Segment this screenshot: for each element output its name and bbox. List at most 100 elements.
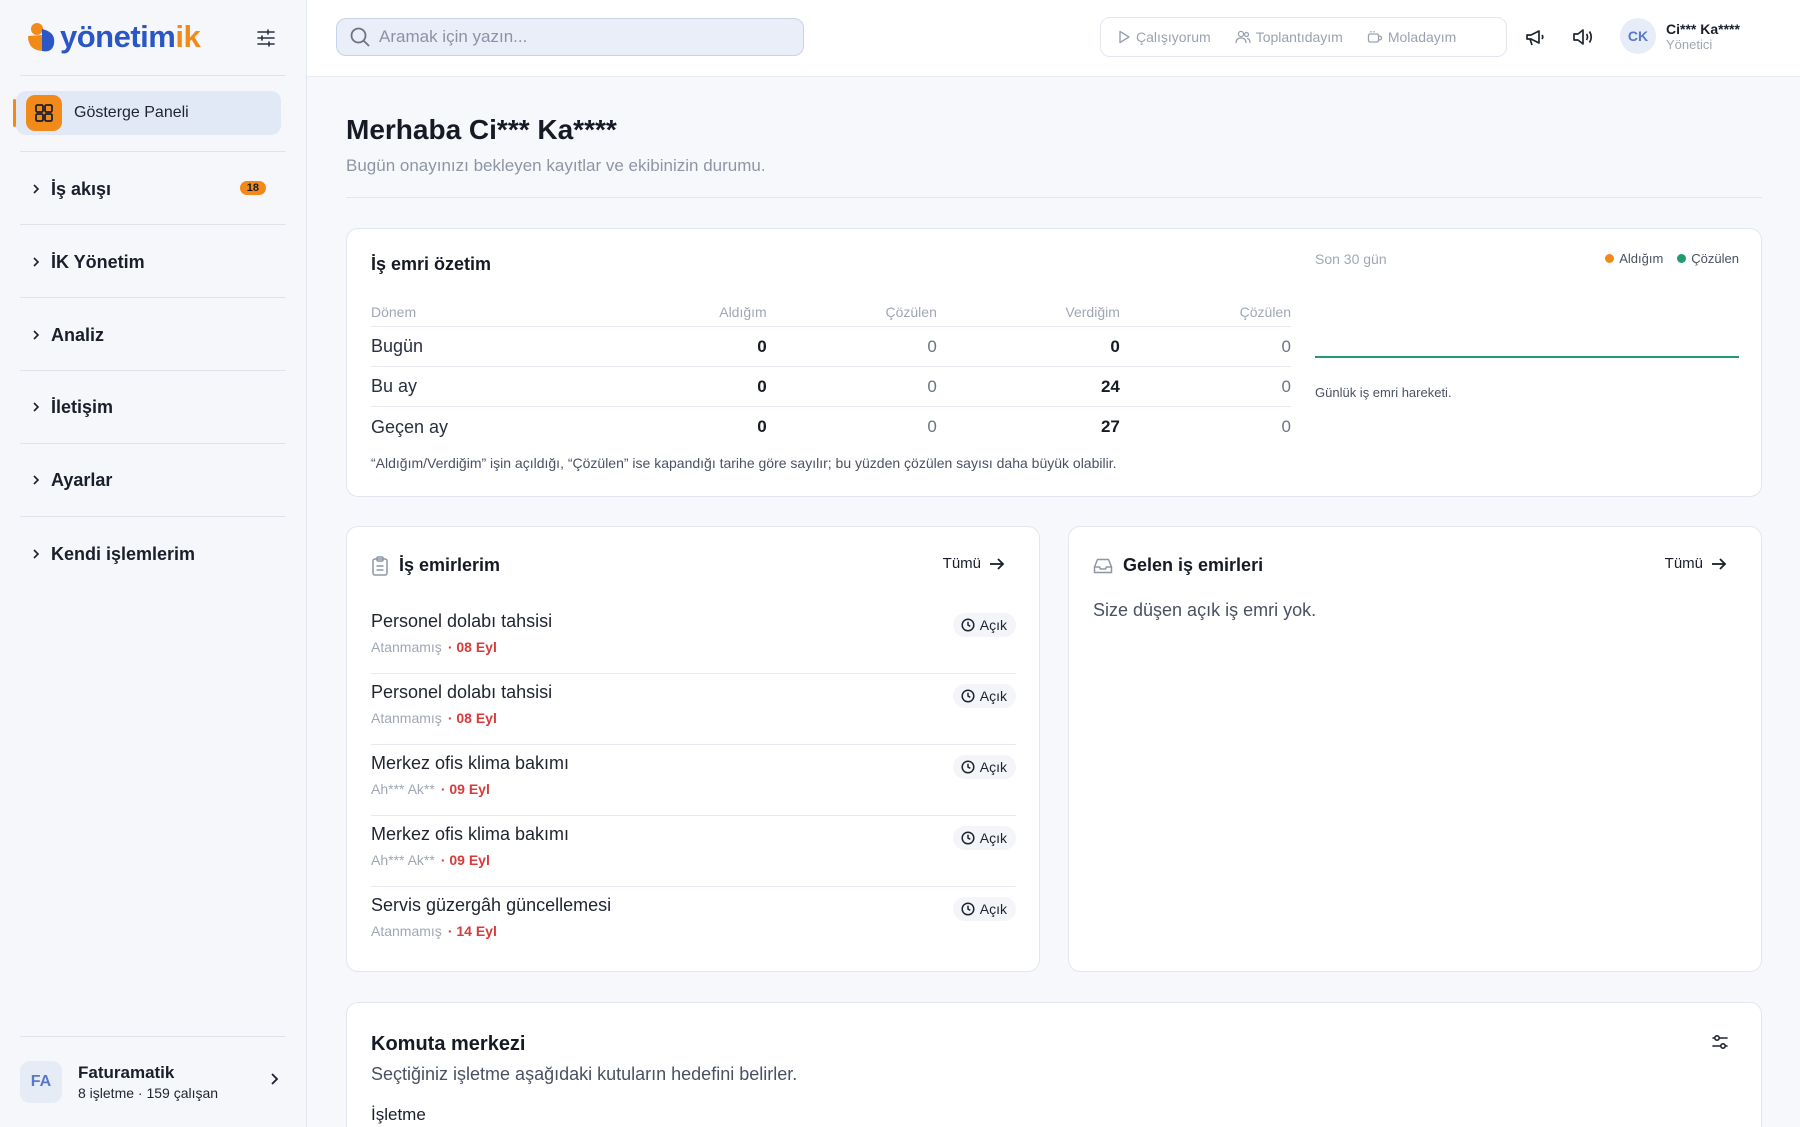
brand-name: yönetimik: [60, 19, 201, 54]
search-box[interactable]: [336, 18, 804, 56]
divider: [20, 151, 286, 152]
users-icon: [1235, 30, 1251, 44]
organization-meta: 8 işletme · 159 çalışan: [78, 1085, 219, 1101]
top-header: Çalışıyorum Toplantıdayım Moladayım CK C…: [307, 0, 1800, 77]
volume-icon[interactable]: [1571, 26, 1595, 50]
view-all-link[interactable]: Tümü: [943, 555, 1005, 572]
logo-mark-icon: [24, 20, 58, 54]
sidebar-item-label: Gösterge Paneli: [74, 104, 189, 121]
list-item[interactable]: Personel dolabı tahsisi Atanmamış · 08 Ey…: [371, 674, 1016, 745]
table-row: Bugün 0 0 0 0: [371, 327, 1291, 367]
resolved-cell: 0: [927, 336, 937, 356]
list-item[interactable]: Merkez ofis klima bakımı Ah*** Ak** · 09 …: [371, 816, 1016, 887]
clock-icon: [961, 760, 975, 774]
incoming-work-orders-card: Gelen iş emirleri Tümü Size düşen açık i…: [1068, 526, 1762, 972]
status-break-button[interactable]: Moladayım: [1367, 29, 1456, 45]
user-menu[interactable]: CK Ci*** Ka**** Yönetici: [1620, 18, 1740, 54]
work-order-meta: Atanmamış · 08 Eyl: [371, 639, 497, 655]
sidebar-item-hr-management[interactable]: İK Yönetim: [22, 242, 280, 282]
sidebar-item-label: İş akışı: [51, 178, 112, 199]
column-header: Çözülen: [885, 303, 937, 320]
summary-table: Dönem Aldığım Çözülen Verdiğim Çözülen B…: [371, 297, 1291, 447]
chevron-right-icon: [268, 1072, 280, 1091]
received-cell: 0: [757, 336, 767, 356]
divider: [20, 297, 286, 298]
chevron-right-icon: [28, 327, 44, 343]
status-badge: Açık: [952, 897, 1016, 921]
sidebar-item-settings[interactable]: Ayarlar: [22, 460, 280, 500]
organization-name: Faturamatik: [78, 1063, 175, 1082]
divider: [346, 197, 1762, 198]
active-indicator: [13, 99, 16, 127]
work-order-title: Personel dolabı tahsisi: [371, 682, 553, 702]
sidebar-item-communication[interactable]: İletişim: [22, 387, 280, 427]
column-header: Çözülen: [1239, 303, 1292, 320]
list-item[interactable]: Merkez ofis klima bakımı Ah*** Ak** · 09 …: [371, 745, 1016, 816]
work-order-title: Merkez ofis klima bakımı: [371, 753, 570, 773]
work-order-summary-card: İş emri özetim Dönem Aldığım Çözülen Ver…: [346, 228, 1762, 497]
divider: [20, 370, 286, 371]
sidebar-item-label: Ayarlar: [51, 469, 113, 490]
chevron-right-icon: [28, 254, 44, 270]
count-badge: 18: [239, 181, 266, 195]
list-item[interactable]: Servis güzergâh güncellemesi Atanmamış · …: [371, 887, 1016, 958]
given-cell: 27: [1100, 417, 1120, 436]
list-item[interactable]: Personel dolabı tahsisi Atanmamış · 08 Ey…: [371, 603, 1016, 674]
sidebar-item-label: İletişim: [51, 396, 114, 417]
work-order-title: Personel dolabı tahsisi: [371, 611, 553, 631]
received-cell: 0: [757, 417, 767, 436]
inbox-icon: [1093, 558, 1113, 573]
work-order-list: Personel dolabı tahsisi Atanmamış · 08 Ey…: [371, 603, 1016, 958]
period-cell: Bugün: [371, 336, 424, 356]
chevron-right-icon: [28, 181, 44, 197]
work-order-meta: Ah*** Ak** · 09 Eyl: [371, 781, 490, 797]
sidebar-item-label: İK Yönetim: [51, 251, 145, 272]
search-icon: [349, 26, 371, 48]
organization-avatar: FA: [20, 1061, 62, 1103]
arrow-right-icon: [990, 557, 1005, 570]
work-order-meta: Atanmamış · 14 Eyl: [371, 923, 497, 939]
received-cell: 0: [757, 376, 767, 396]
status-meeting-button[interactable]: Toplantıdayım: [1235, 29, 1343, 45]
coffee-icon: [1367, 31, 1383, 43]
table-row: Geçen ay 0 0 27 0: [371, 407, 1291, 447]
clipboard-icon: [372, 555, 388, 576]
period-cell: Geçen ay: [371, 416, 449, 437]
clock-icon: [961, 689, 975, 703]
chart-caption: Günlük iş emri hareketi.: [1315, 385, 1452, 400]
search-input[interactable]: [379, 27, 799, 47]
work-order-title: Merkez ofis klima bakımı: [371, 824, 570, 844]
status-working-button[interactable]: Çalışıyorum: [1117, 29, 1211, 45]
brand-logo[interactable]: yönetimik: [24, 19, 201, 54]
work-order-meta: Atanmamış · 08 Eyl: [371, 710, 497, 726]
filter-settings-icon[interactable]: [1711, 1033, 1729, 1056]
resolved-cell: 0: [1281, 336, 1292, 356]
sidebar-item-my-transactions[interactable]: Kendi işlemlerim: [22, 534, 280, 574]
resolved-cell: 0: [927, 376, 937, 396]
presence-status-group: Çalışıyorum Toplantıdayım Moladayım: [1100, 17, 1507, 57]
column-header: Dönem: [371, 303, 417, 320]
status-badge: Açık: [952, 826, 1016, 850]
arrow-right-icon: [1712, 557, 1727, 570]
given-cell: 0: [1110, 336, 1120, 356]
legend-item-received: Aldığım: [1605, 251, 1663, 266]
view-all-link[interactable]: Tümü: [1665, 555, 1727, 572]
work-order-title: Servis güzergâh güncellemesi: [371, 895, 612, 915]
page-subtitle: Bugün onayınızı bekleyen kayıtlar ve eki…: [346, 156, 766, 175]
chart-plot: [1315, 356, 1739, 358]
announcement-icon[interactable]: [1524, 26, 1548, 50]
chevron-right-icon: [28, 399, 44, 415]
clock-icon: [961, 831, 975, 845]
organization-switcher[interactable]: FA Faturamatik 8 işletme · 159 çalışan: [20, 1054, 286, 1110]
summary-footnote: “Aldığım/Verdiğim” işin açıldığı, “Çözül…: [371, 455, 1117, 471]
play-icon: [1119, 30, 1130, 44]
sidebar-settings-icon[interactable]: [254, 26, 278, 50]
card-title: İş emirlerim: [399, 555, 501, 575]
card-subtitle: Seçtiğiniz işletme aşağıdaki kutuların h…: [371, 1064, 798, 1084]
card-title: Komuta merkezi: [371, 1033, 526, 1055]
sidebar-item-workflow[interactable]: İş akışı 18: [22, 169, 280, 209]
clock-icon: [961, 618, 975, 632]
sidebar-item-analysis[interactable]: Analiz: [22, 315, 280, 355]
status-badge: Açık: [952, 613, 1016, 637]
sidebar-item-dashboard[interactable]: Gösterge Paneli: [13, 91, 281, 135]
